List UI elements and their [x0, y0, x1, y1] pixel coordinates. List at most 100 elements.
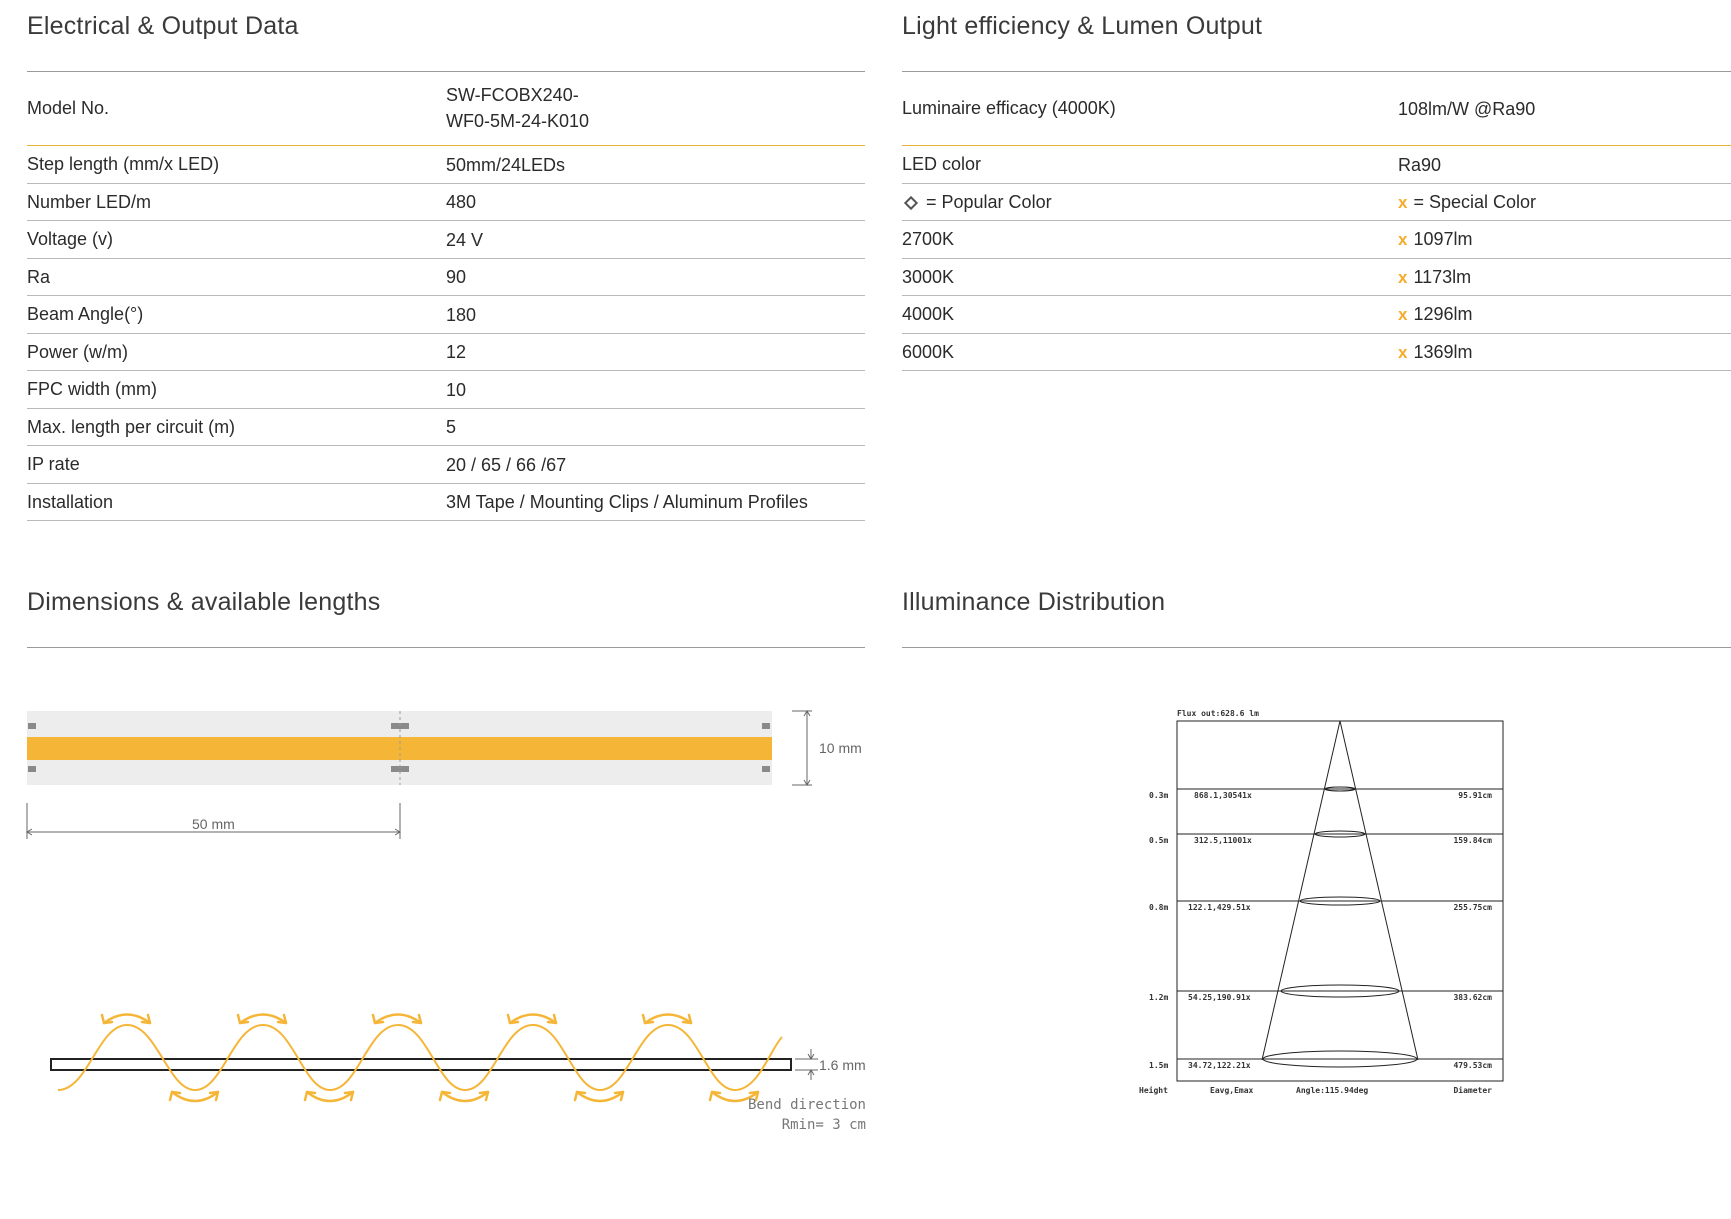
thickness-dimension [795, 1049, 818, 1080]
width-dimension [792, 710, 812, 786]
row-label: FPC width (mm) [27, 379, 157, 399]
bend-direction-label: Bend direction [748, 1097, 866, 1113]
cct-label: 2700K [902, 229, 955, 249]
table-row: IP rate 20 / 65 / 66 /67 [27, 446, 865, 484]
led-color-value: Ra90 [1398, 154, 1442, 175]
lumen-value: x 1097lm [1398, 226, 1473, 253]
footer-diameter: Diameter [1453, 1085, 1492, 1095]
row-value: 20 / 65 / 66 /67 [446, 454, 567, 475]
table-row: Voltage (v) 24 V [27, 221, 865, 259]
bend-wave [57, 1023, 783, 1092]
special-legend: x = Special Color [1398, 189, 1536, 216]
diameter-label: 255.75cm [1453, 903, 1492, 912]
special-color-icon: x [1398, 305, 1408, 324]
illuminance-diagram: Flux out:628.6 lm 0.3m 868.1,30541x 95.9… [1139, 709, 1504, 1095]
row-value: SW-FCOBX240- WF0-5M-24-K010 [446, 82, 589, 134]
footer-angle: Angle:115.94deg [1296, 1086, 1368, 1095]
lumen-value: x 1173lm [1398, 264, 1471, 291]
footer-eavg: Eavg,Emax [1210, 1086, 1254, 1095]
table-row: Step length (mm/x LED) 50mm/24LEDs [27, 146, 865, 184]
height-label: 1.5m [1149, 1061, 1168, 1070]
row-value: 3M Tape / Mounting Clips / Aluminum Prof… [446, 492, 808, 512]
illuminance-title-rule [902, 647, 1731, 648]
row-label: Max. length per circuit (m) [27, 416, 236, 437]
row-label: Step length (mm/x LED) [27, 154, 220, 174]
evals-label: 312.5,11001x [1194, 836, 1252, 845]
strip-dimension-drawing: 10 mm 50 mm 1.6 mm Bend direction Rmin= … [26, 710, 866, 1133]
lumen-text: 1097lm [1413, 229, 1473, 249]
electrical-title-rule [27, 71, 865, 72]
height-label: 0.5m [1149, 836, 1168, 845]
cct-label: 6000K [902, 341, 955, 362]
row-label: Installation [27, 491, 114, 512]
row-value: 180 [446, 304, 477, 325]
row-value: 480 [446, 192, 477, 212]
table-row: FPC width (mm) 10 [27, 371, 865, 409]
lumen-text: 1173lm [1413, 266, 1472, 287]
diameter-label: 479.53cm [1453, 1061, 1492, 1070]
evals-label: 34.72,122.21x [1188, 1061, 1251, 1070]
table-row: Ra 90 [27, 259, 865, 296]
bend-arrows [100, 1013, 760, 1103]
diameter-label: 383.62cm [1453, 993, 1492, 1002]
row-value: 24 V [446, 229, 484, 250]
special-color-icon: x [1398, 230, 1408, 249]
evals-label: 122.1,429.51x [1188, 903, 1251, 912]
beam-ellipse [1262, 1050, 1418, 1068]
table-row: 3000K x 1173lm [902, 259, 1731, 296]
model-line-1: SW-FCOBX240- [446, 85, 579, 105]
table-row: Number LED/m 480 [27, 184, 865, 221]
special-color-icon: x [1398, 342, 1408, 362]
row-label: IP rate [27, 454, 80, 474]
table-row: Model No. SW-FCOBX240- WF0-5M-24-K010 [27, 72, 865, 146]
height-label: 0.8m [1149, 903, 1168, 912]
illuminance-title: Illuminance Distribution [902, 588, 1166, 616]
beam-ellipse [1299, 896, 1381, 906]
footer-height: Height [1139, 1085, 1168, 1095]
special-color-icon: x [1398, 267, 1408, 287]
beam-ellipse [1314, 830, 1366, 838]
cone-left [1261, 720, 1341, 1061]
row-value: 10 [446, 379, 467, 400]
step-label: 50 mm [192, 816, 235, 832]
lumen-value: x 1369lm [1398, 339, 1473, 366]
bend-radius-label: Rmin= 3 cm [782, 1117, 866, 1133]
cct-label: 4000K [902, 304, 955, 324]
row-label: Beam Angle(°) [27, 304, 144, 324]
table-row: LED color Ra90 [902, 146, 1731, 184]
height-label: 1.2m [1149, 993, 1168, 1002]
row-label: Power (w/m) [27, 341, 129, 362]
cct-label: 3000K [902, 266, 955, 287]
beam-ellipse [1324, 786, 1356, 792]
popular-legend-text: = Popular Color [926, 191, 1052, 212]
row-label: Ra [27, 266, 51, 287]
row-value: 5 [446, 417, 457, 437]
evals-label: 54.25,190.91x [1188, 993, 1251, 1002]
beam-ellipse [1280, 984, 1400, 998]
row-value: 12 [446, 342, 467, 362]
height-label: 0.3m [1149, 791, 1168, 800]
table-row: Luminaire efficacy (4000K) 108lm/W @Ra90 [902, 72, 1731, 146]
diameter-label: 95.91cm [1458, 791, 1492, 800]
popular-legend: = Popular Color [902, 192, 1052, 213]
strip-side-view [50, 1058, 792, 1071]
efficiency-title: Light efficiency & Lumen Output [902, 12, 1263, 40]
table-row: Beam Angle(°) 180 [27, 296, 865, 334]
row-label: Voltage (v) [27, 229, 114, 249]
lumen-value: x 1296lm [1398, 301, 1473, 328]
special-legend-text: = Special Color [1413, 191, 1537, 212]
table-row: Installation 3M Tape / Mounting Clips / … [27, 484, 865, 521]
table-row: 4000K x 1296lm [902, 296, 1731, 334]
row-value: 50mm/24LEDs [446, 154, 566, 175]
width-label: 10 mm [819, 740, 862, 756]
table-row: Max. length per circuit (m) 5 [27, 409, 865, 446]
evals-label: 868.1,30541x [1194, 791, 1252, 800]
cone-right [1339, 720, 1419, 1061]
lumen-text: 1369lm [1413, 341, 1473, 362]
led-color-label: LED color [902, 154, 982, 174]
table-row: 2700K x 1097lm [902, 221, 1731, 259]
efficacy-label: Luminaire efficacy (4000K) [902, 98, 1116, 118]
electrical-title: Electrical & Output Data [27, 12, 299, 40]
table-row: = Popular Color x = Special Color [902, 184, 1731, 221]
efficacy-value: 108lm/W @Ra90 [1398, 98, 1536, 119]
